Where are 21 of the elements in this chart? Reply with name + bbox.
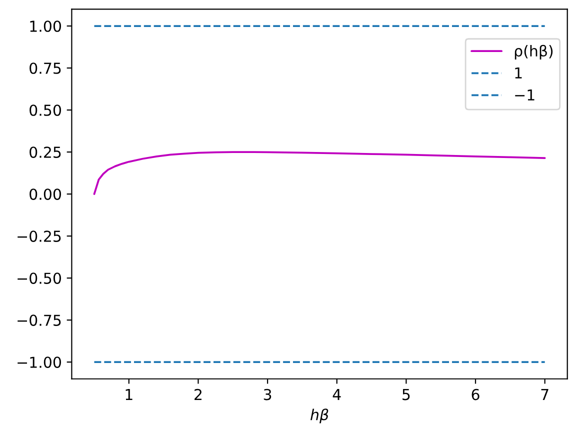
y-tick-label: 1.00 — [30, 20, 61, 32]
legend-label: 1 — [515, 67, 522, 78]
y-tick-label: −0.75 — [18, 314, 61, 326]
x-tick-label: 7 — [541, 389, 548, 400]
y-tick-label: −1.00 — [18, 356, 61, 368]
y-tick-label: 0.25 — [30, 146, 61, 158]
y-tick-label: 0.50 — [30, 104, 61, 116]
y-tick-label: −0.25 — [18, 230, 61, 242]
y-tick-label: 0.00 — [30, 188, 61, 200]
line-series — [93, 151, 546, 195]
y-tick-label: 0.75 — [30, 62, 61, 74]
legend-label: ρ(hβ) — [514, 44, 553, 60]
y-tick-label: −0.50 — [18, 272, 61, 284]
x-tick-label: 6 — [472, 388, 480, 400]
x-tick-label: 2 — [194, 388, 202, 400]
legend-label: −1 — [515, 89, 534, 100]
x-tick-label: 3 — [264, 388, 272, 400]
x-tick-label: 1 — [126, 389, 132, 400]
x-tick-label: 5 — [402, 389, 410, 400]
x-axis-title: hβ — [310, 408, 328, 424]
x-tick-label: 4 — [332, 389, 341, 400]
